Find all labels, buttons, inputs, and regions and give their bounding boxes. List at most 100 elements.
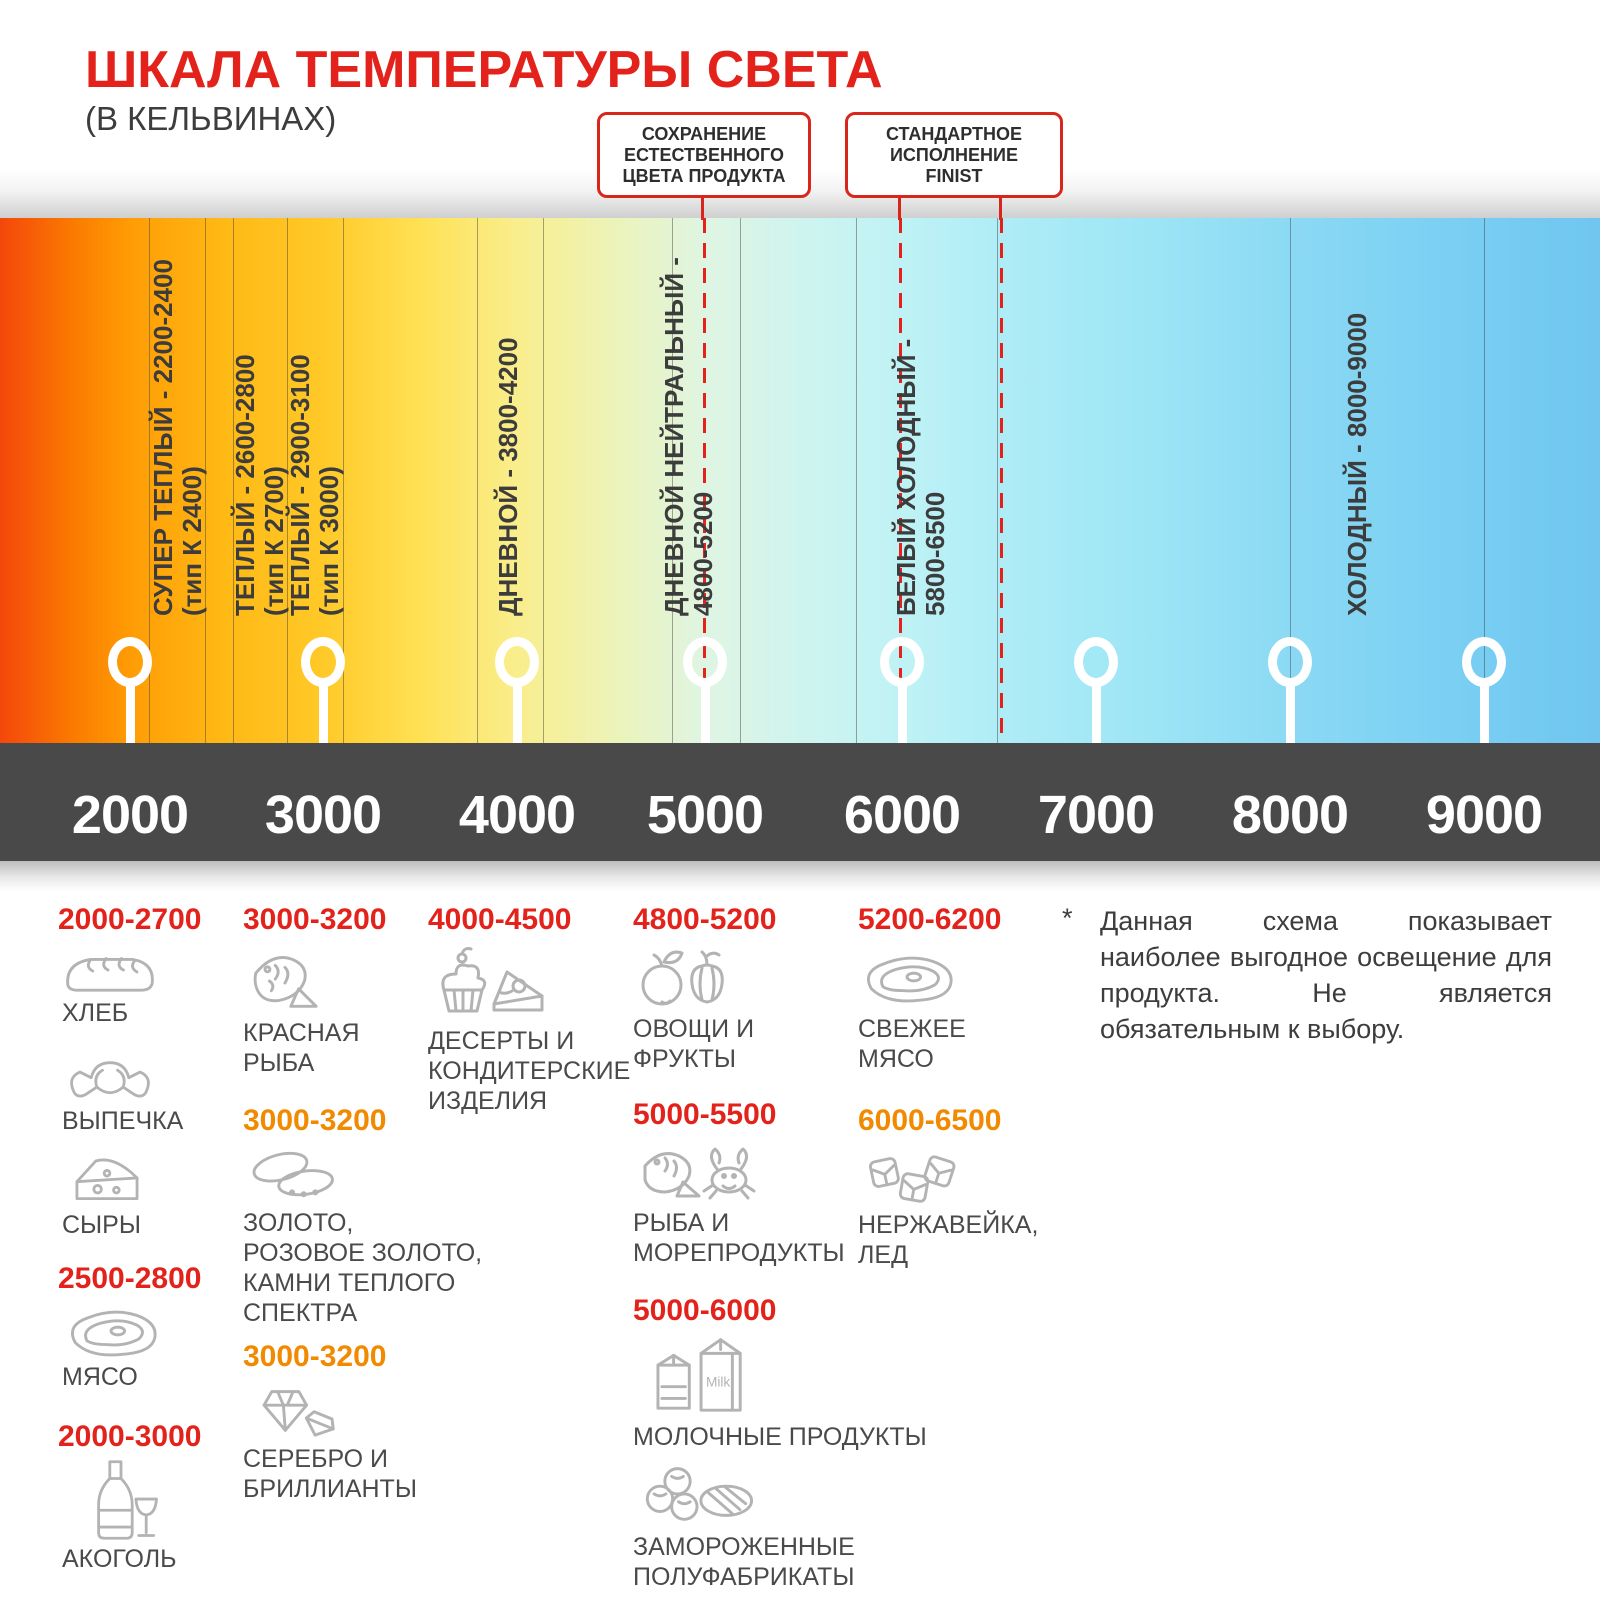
ice-icon — [862, 1152, 960, 1211]
marker-ring-2000k — [108, 637, 152, 687]
category-label: КРАСНАЯ РЫБА — [243, 1019, 360, 1077]
zone-gridline — [543, 218, 544, 743]
callout-natural-color: СОХРАНЕНИЕ ЕСТЕСТВЕННОГО ЦВЕТА ПРОДУКТА — [597, 112, 811, 198]
zone-label-cool-white: БЕЛЫЙ ХОЛОДНЫЙ - 5800-6500 — [891, 338, 950, 616]
meat-icon — [858, 948, 958, 1011]
zone-label-line: (тип К 3000) — [314, 466, 344, 616]
zone-label-line: ДНЕВНОЙ - 3800-4200 — [493, 337, 523, 616]
axis-tick-5000: 5000 — [646, 785, 764, 845]
marker-stem — [1092, 678, 1101, 772]
zone-label-line: БЕЛЫЙ ХОЛОДНЫЙ - — [891, 338, 921, 616]
axis-tick-2000: 2000 — [71, 785, 189, 845]
axis-tick-8000: 8000 — [1231, 785, 1349, 845]
footnote-marker: * — [1062, 903, 1073, 933]
cheese-icon — [68, 1146, 146, 1213]
zone-gridline — [477, 218, 478, 743]
zone-gridline — [1290, 218, 1291, 743]
zone-label-warm-3000: ТЕПЛЫЙ - 2900-3100 (тип К 3000) — [285, 354, 344, 616]
zone-gridline — [672, 218, 673, 743]
category-label: ХЛЕБ — [62, 999, 129, 1027]
marker-ring-8000k — [1268, 637, 1312, 687]
alcohol-icon — [78, 1458, 164, 1547]
category-label: СЕРЕБРО И БРИЛЛИАНТЫ — [243, 1445, 417, 1503]
milk-label-text: Milk — [706, 1375, 730, 1390]
marker-stem — [898, 678, 907, 772]
callout-stem — [701, 196, 704, 220]
callout-stem — [898, 196, 901, 220]
category-label: ВЫПЕЧКА — [62, 1107, 184, 1135]
category-label: РЫБА И МОРЕПРОДУКТЫ — [633, 1209, 845, 1267]
dairy-icon: Milk — [648, 1324, 758, 1423]
marker-ring-3000k — [301, 637, 345, 687]
axis-tick-9000: 9000 — [1425, 785, 1543, 845]
axis-tick-7000: 7000 — [1037, 785, 1155, 845]
category-label: ЗАМОРОЖЕННЫЕ ПОЛУФАБРИКАТЫ — [633, 1533, 855, 1591]
category-label: СЫРЫ — [62, 1211, 141, 1239]
axis-tick-4000: 4000 — [458, 785, 576, 845]
meat-icon — [62, 1302, 162, 1365]
kelvin-gradient-bar — [0, 218, 1600, 743]
zone-gridline — [740, 218, 741, 743]
zone-gridline — [149, 218, 150, 743]
dashed-marker-5000k — [703, 218, 706, 852]
zone-label-daylight-neutral: ДНЕВНОЙ НЕЙТРАЛЬНЫЙ - 4800-5200 — [659, 257, 718, 616]
marker-ring-5000k — [683, 637, 727, 687]
marker-ring-4000k — [495, 637, 539, 687]
axis-tick-3000: 3000 — [264, 785, 382, 845]
range-heading: 4000-4500 — [428, 903, 572, 936]
zone-label-line: ТЕПЛЫЙ - 2600-2800 — [230, 354, 260, 616]
dashed-marker-6000k — [899, 218, 902, 852]
category-label: ЗОЛОТО, РОЗОВОЕ ЗОЛОТО, КАМНИ ТЕПЛОГО СП… — [243, 1209, 483, 1327]
dashed-marker-6500k — [1000, 218, 1003, 743]
fish-icon — [246, 944, 322, 1023]
marker-stem — [319, 678, 328, 772]
zone-label-line: ТЕПЛЫЙ - 2900-3100 — [285, 354, 315, 616]
zone-gridline — [287, 218, 288, 743]
marker-ring-9000k — [1462, 637, 1506, 687]
marker-ring-7000k — [1074, 637, 1118, 687]
zone-gridline — [1484, 218, 1485, 743]
zone-gridline — [205, 218, 206, 743]
kelvin-axis-bar — [0, 743, 1600, 861]
range-heading: 6000-6500 — [858, 1104, 1002, 1137]
bread-icon — [62, 946, 158, 1001]
produce-icon — [636, 942, 736, 1013]
zone-label-line: 5800-6500 — [920, 491, 950, 616]
callout-stem — [999, 196, 1002, 220]
range-heading: 2500-2800 — [58, 1262, 202, 1295]
category-label: СВЕЖЕЕ МЯСО — [858, 1015, 966, 1073]
zone-label-super-warm: СУПЕР ТЕПЛЫЙ - 2200-2400 (тип К 2400) — [148, 259, 207, 616]
bottom-shadow-band — [0, 861, 1600, 891]
frozen-icon — [636, 1454, 758, 1535]
seafood-icon — [636, 1138, 758, 1209]
desserts-icon — [428, 944, 550, 1029]
category-label: АКОГОЛЬ — [62, 1545, 177, 1573]
range-heading: 4800-5200 — [633, 903, 777, 936]
marker-stem — [126, 678, 135, 772]
category-label: ОВОЩИ И ФРУКТЫ — [633, 1015, 755, 1073]
marker-stem — [1480, 678, 1489, 772]
zone-gridline — [997, 218, 998, 743]
range-heading: 2000-3000 — [58, 1420, 202, 1453]
marker-stem — [701, 678, 710, 772]
category-label: НЕРЖАВЕЙКА, ЛЕД — [858, 1211, 1039, 1269]
range-heading: 5200-6200 — [858, 903, 1002, 936]
zone-label-line: (тип К 2400) — [177, 466, 207, 616]
range-heading: 5000-6000 — [633, 1294, 777, 1327]
zone-gridline — [233, 218, 234, 743]
zone-label-daylight: ДНЕВНОЙ - 3800-4200 — [493, 337, 523, 616]
range-heading: 3000-3200 — [243, 1104, 387, 1137]
marker-stem — [513, 678, 522, 772]
range-heading: 5000-5500 — [633, 1098, 777, 1131]
zone-label-line: ДНЕВНОЙ НЕЙТРАЛЬНЫЙ - — [659, 257, 689, 616]
zone-label-line: 4800-5200 — [688, 491, 718, 616]
zone-label-line: СУПЕР ТЕПЛЫЙ - 2200-2400 — [148, 259, 178, 616]
croissant-icon — [62, 1042, 158, 1109]
diamonds-icon — [250, 1380, 340, 1445]
zone-gridline — [856, 218, 857, 743]
page-subtitle: (В КЕЛЬВИНАХ) — [85, 100, 337, 137]
zone-label-line: ХОЛОДНЫЙ - 8000-9000 — [1342, 312, 1372, 616]
rings-icon — [246, 1144, 342, 1207]
category-label: ДЕСЕРТЫ И КОНДИТЕРСКИЕ ИЗДЕЛИЯ — [428, 1027, 631, 1115]
